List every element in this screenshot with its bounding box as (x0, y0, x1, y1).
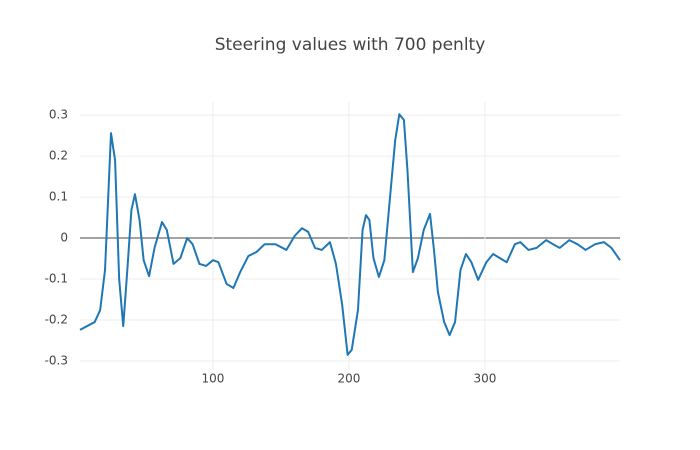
y-tick-label: -0.2 (45, 313, 68, 327)
line (79, 113, 621, 356)
x-tick-label: 200 (338, 372, 361, 386)
y-tick-label: 0.1 (49, 190, 68, 204)
y-tick-label: 0.2 (49, 149, 68, 163)
y-tick-label: -0.1 (45, 272, 68, 286)
x-tick-label: 100 (202, 372, 225, 386)
y-tick-label: 0 (60, 231, 68, 245)
x-tick-label: 300 (474, 372, 497, 386)
chart-title: Steering values with 700 penlty (215, 35, 486, 55)
y-tick-label: -0.3 (45, 353, 68, 367)
y-tick-label: 0.3 (49, 108, 68, 122)
